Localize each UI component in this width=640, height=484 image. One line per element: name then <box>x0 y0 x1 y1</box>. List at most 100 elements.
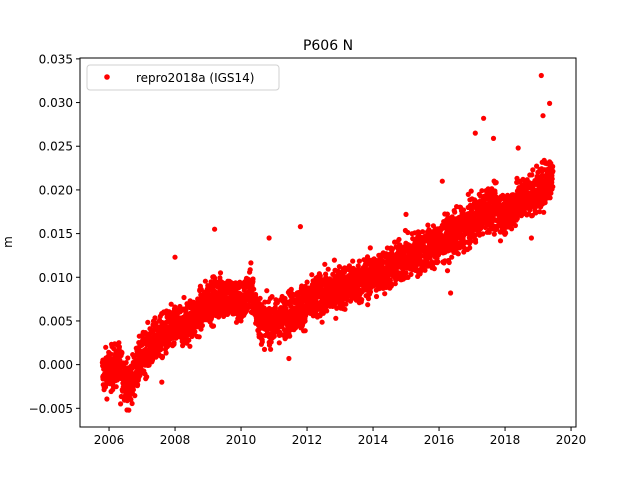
data-point <box>116 344 122 350</box>
data-point <box>491 231 497 237</box>
data-point <box>455 251 461 257</box>
data-point <box>460 236 466 243</box>
data-point <box>135 382 141 388</box>
data-point <box>168 301 174 307</box>
data-point-outlier <box>297 224 303 230</box>
data-point <box>550 184 556 190</box>
data-point <box>444 268 451 274</box>
data-point <box>356 258 362 264</box>
data-point <box>331 257 337 263</box>
data-point <box>116 340 122 346</box>
data-point <box>261 346 268 352</box>
data-point-outlier <box>528 235 535 241</box>
data-point-outlier <box>538 72 544 79</box>
data-point <box>259 339 265 345</box>
data-point-outlier <box>172 254 178 260</box>
data-point <box>422 267 428 273</box>
data-point <box>548 190 554 196</box>
data-point-outlier <box>481 115 487 121</box>
legend-marker <box>104 74 110 80</box>
data-point <box>446 259 452 266</box>
data-point <box>257 295 263 301</box>
data-point <box>322 261 328 267</box>
data-point <box>547 195 553 201</box>
data-point <box>192 329 198 335</box>
y-axis-label: m <box>1 236 15 248</box>
data-point <box>367 245 373 251</box>
x-tick-label: 2012 <box>292 433 323 447</box>
data-point <box>365 302 371 308</box>
data-point <box>435 259 441 265</box>
data-point <box>288 286 294 292</box>
data-point <box>152 315 158 321</box>
data-point <box>309 272 315 278</box>
data-point <box>497 238 504 244</box>
x-tick-label: 2010 <box>226 433 257 447</box>
x-tick-label: 2006 <box>94 433 125 447</box>
data-point <box>130 387 136 393</box>
data-point <box>144 374 150 380</box>
data-point <box>509 226 515 232</box>
data-point <box>384 245 390 251</box>
data-point <box>365 296 372 302</box>
data-point <box>408 271 414 277</box>
y-tick-label: 0.005 <box>39 314 73 328</box>
data-point <box>159 353 166 360</box>
data-point <box>108 351 114 357</box>
data-point <box>317 273 323 279</box>
data-point <box>186 337 192 343</box>
data-point-outlier <box>266 235 272 241</box>
data-point <box>420 229 426 235</box>
data-point <box>359 297 365 303</box>
data-point <box>304 279 310 285</box>
plot-frame <box>79 57 577 428</box>
data-point <box>251 286 257 292</box>
data-points <box>99 72 556 413</box>
data-point <box>549 176 555 182</box>
data-point <box>479 188 485 194</box>
y-tick-label: 0.000 <box>39 358 73 372</box>
data-point-outlier <box>286 355 292 362</box>
data-point-outlier <box>159 379 165 385</box>
data-point <box>460 207 467 213</box>
data-point <box>425 222 431 228</box>
data-point <box>172 304 178 310</box>
x-tick-label: 2008 <box>160 433 191 447</box>
data-point <box>514 215 520 222</box>
y-tick-label: 0.020 <box>39 183 73 197</box>
data-point <box>163 350 169 356</box>
data-point-outlier <box>439 178 445 184</box>
data-point <box>342 306 348 312</box>
data-point-outlier <box>547 100 553 106</box>
data-point <box>103 344 109 350</box>
data-point-outlier <box>490 135 497 141</box>
data-point-outlier <box>212 226 218 232</box>
data-point <box>319 319 325 325</box>
legend-box <box>86 64 280 91</box>
y-tick-label: 0.035 <box>39 52 73 66</box>
x-tick-label: 2016 <box>424 433 455 447</box>
legend-label: repro2018a (IGS14) <box>136 71 254 85</box>
data-point <box>452 209 458 215</box>
data-point <box>125 355 131 361</box>
data-point <box>467 245 473 251</box>
data-point-outlier <box>540 113 546 119</box>
data-point <box>210 323 217 329</box>
data-point <box>468 238 474 244</box>
data-point <box>253 291 259 298</box>
data-point <box>534 163 540 169</box>
data-point <box>343 301 349 307</box>
data-point <box>216 314 222 320</box>
data-point <box>550 163 556 170</box>
data-point <box>541 209 547 215</box>
data-point <box>238 318 244 324</box>
data-point <box>145 319 151 325</box>
data-point <box>181 294 187 301</box>
data-point <box>199 322 205 329</box>
data-point <box>405 229 411 236</box>
y-tick-label: −0.005 <box>29 402 73 416</box>
x-tick-label: 2014 <box>358 433 389 447</box>
data-point-outlier <box>118 401 124 407</box>
data-point <box>512 222 519 229</box>
